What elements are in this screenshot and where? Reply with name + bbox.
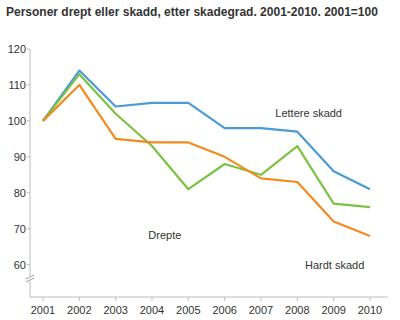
y-tick-label: 100 xyxy=(8,115,26,127)
axis-break-gap xyxy=(26,276,34,281)
y-tick-label: 120 xyxy=(8,43,26,55)
series-label: Lettere skadd xyxy=(275,107,342,119)
x-tick xyxy=(370,297,371,301)
plot-area xyxy=(43,71,370,236)
x-tick-label: 2006 xyxy=(212,304,236,316)
series-label: Hardt skadd xyxy=(305,259,364,271)
series-label: Drepte xyxy=(148,229,181,241)
y-tick-label: 70 xyxy=(14,223,26,235)
x-tick-label: 2007 xyxy=(249,304,273,316)
y-tick-label: 110 xyxy=(8,79,26,91)
title: Personer drept eller skadd, etter skadeg… xyxy=(6,5,378,19)
x-tick xyxy=(79,297,80,301)
x-tick-label: 2005 xyxy=(176,304,200,316)
x-axis xyxy=(30,297,388,298)
x-tick-label: 2004 xyxy=(140,304,164,316)
x-tick-label: 2001 xyxy=(31,304,55,316)
x-tick xyxy=(297,297,298,301)
x-tick-label: 2009 xyxy=(321,304,345,316)
chart: Personer drept eller skadd, etter skadeg… xyxy=(0,0,400,320)
x-tick xyxy=(224,297,225,301)
y-tick-label: 60 xyxy=(14,259,26,271)
axis-break xyxy=(26,278,34,282)
y-axis xyxy=(30,49,31,297)
x-tick xyxy=(43,297,44,301)
x-tick xyxy=(188,297,189,301)
y-tick-label: 90 xyxy=(14,151,26,163)
series-line xyxy=(43,85,370,236)
x-tick xyxy=(333,297,334,301)
x-tick-label: 2010 xyxy=(358,304,382,316)
x-tick-label: 2002 xyxy=(67,304,91,316)
y-tick-label: 80 xyxy=(14,187,26,199)
x-tick xyxy=(152,297,153,301)
series-line xyxy=(43,74,370,207)
x-tick-label: 2003 xyxy=(103,304,127,316)
x-tick xyxy=(115,297,116,301)
x-tick xyxy=(261,297,262,301)
x-tick-label: 2008 xyxy=(285,304,309,316)
